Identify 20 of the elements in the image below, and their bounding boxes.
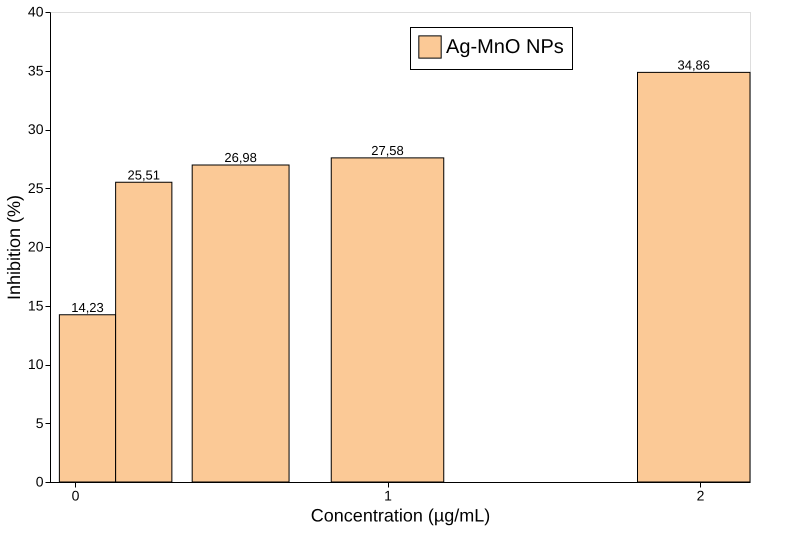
- data-label: 27,58: [371, 142, 404, 158]
- y-tick-label: 15: [28, 297, 44, 314]
- y-tick-label: 25: [28, 180, 44, 196]
- x-tick-label: 2: [696, 488, 705, 504]
- y-tick-label: 10: [28, 356, 44, 372]
- data-label: 14,23: [71, 300, 104, 315]
- legend-label: Ag-MnO NPs: [446, 36, 564, 58]
- y-tick-label: 0: [36, 474, 44, 490]
- x-tick-label: 1: [384, 488, 392, 504]
- y-tick-label: 20: [28, 238, 44, 254]
- y-tick-label: 30: [28, 121, 44, 137]
- data-label: 25,51: [127, 167, 160, 182]
- y-tick-label: 40: [28, 4, 44, 20]
- y-tick-label: 5: [36, 414, 44, 431]
- x-tick-label: 0: [72, 488, 80, 504]
- y-axis-title: Inhibition (%): [4, 194, 24, 300]
- y-tick-label: 35: [28, 62, 44, 78]
- data-label: 34,86: [677, 57, 710, 72]
- data-label: 26,98: [224, 150, 257, 165]
- x-axis-title: Concentration (µg/mL): [310, 506, 490, 526]
